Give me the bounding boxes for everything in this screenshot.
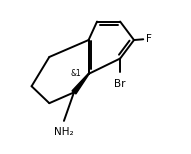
Text: &1: &1 xyxy=(70,69,81,78)
Polygon shape xyxy=(72,74,89,94)
Text: Br: Br xyxy=(114,79,126,89)
Text: NH₂: NH₂ xyxy=(54,127,74,137)
Text: F: F xyxy=(146,34,152,44)
